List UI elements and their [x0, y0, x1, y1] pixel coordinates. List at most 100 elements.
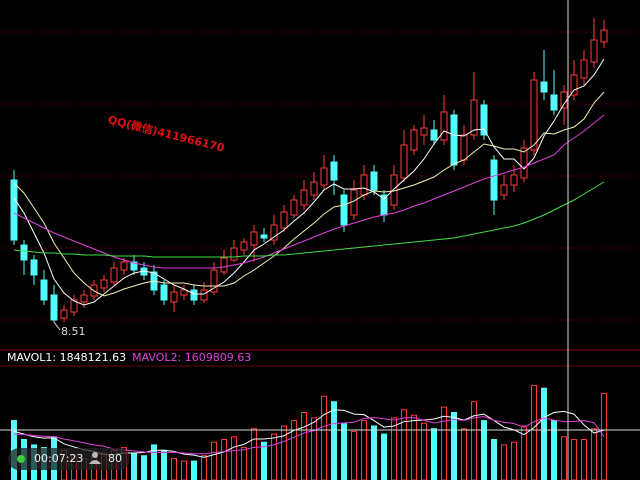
candle-body	[440, 111, 448, 141]
candle-body	[470, 99, 478, 136]
candle-body	[460, 134, 468, 161]
candle-body	[30, 259, 38, 276]
volume-bar	[251, 428, 257, 480]
candle-body	[60, 309, 68, 319]
candle-body	[570, 74, 578, 96]
candle-body	[80, 294, 88, 303]
volume-bar	[161, 449, 167, 480]
candle-body	[340, 194, 348, 226]
candle-body	[560, 91, 568, 109]
candle-body	[230, 247, 238, 261]
viewer-icon-body	[89, 460, 101, 464]
volume-bar	[191, 460, 197, 480]
candle-body	[580, 59, 588, 79]
candle-body	[130, 261, 138, 271]
candle-body	[350, 189, 358, 216]
low-label: 8.51	[61, 325, 86, 338]
candle-body	[50, 294, 58, 321]
volume-bar	[311, 417, 317, 480]
legend-entry: MAVOL2: 1609809.63	[132, 351, 251, 364]
candle-body	[280, 211, 288, 229]
candle-body	[250, 231, 258, 246]
candle-body	[260, 234, 268, 239]
low-pointer	[53, 321, 61, 331]
candle-body	[430, 129, 438, 141]
candle-body	[310, 181, 318, 196]
volume-bar	[221, 439, 227, 480]
volume-bar	[361, 420, 367, 480]
volume-bar	[131, 452, 137, 480]
candle-body	[420, 127, 428, 136]
candle-body	[520, 147, 528, 179]
candle-body	[320, 167, 328, 186]
candle-body	[360, 174, 368, 196]
volume-bar	[551, 420, 557, 480]
viewer-icon-head	[92, 452, 98, 458]
volume-bar	[201, 455, 207, 480]
volume-bar	[511, 441, 517, 480]
candle-body	[20, 244, 28, 261]
candle-body	[290, 199, 298, 216]
candle-body	[400, 144, 408, 179]
candle-body	[410, 129, 418, 151]
candle-body	[10, 179, 18, 241]
candle-body	[500, 184, 508, 196]
candle-body	[450, 114, 458, 166]
elapsed-time: 00:07:23	[34, 452, 83, 465]
volume-bar	[531, 385, 537, 480]
volume-bar	[321, 395, 327, 480]
ma-line	[13, 114, 605, 269]
volume-bar	[371, 425, 377, 480]
volume-bar	[561, 436, 567, 480]
volume-bar	[501, 444, 507, 480]
volume-bar	[491, 439, 497, 480]
volume-bar	[241, 447, 247, 480]
volume-bar	[391, 417, 397, 480]
volume-bar	[301, 412, 307, 480]
candle-body	[270, 224, 278, 241]
volume-bar	[411, 414, 417, 480]
candle-body	[190, 289, 198, 301]
candle-body	[370, 171, 378, 191]
watermark: QQ(微信)411966170	[107, 112, 227, 155]
volume-bar	[591, 428, 597, 480]
ma-line	[13, 181, 605, 258]
volume-bar	[381, 433, 387, 480]
viewer-count: 80	[108, 452, 122, 465]
candle-body	[590, 39, 598, 63]
candle-body	[180, 289, 188, 296]
candle-body	[480, 104, 488, 136]
candle-body	[240, 241, 248, 251]
candle-body	[210, 269, 218, 293]
candle-body	[120, 261, 128, 271]
legend-entry: MAVOL1: 1848121.63	[7, 351, 126, 364]
volume-bar	[401, 409, 407, 480]
volume-bar	[481, 420, 487, 480]
candle-body	[330, 161, 338, 181]
volume-bar	[341, 422, 347, 480]
volume-bar	[291, 420, 297, 480]
volume-bar	[581, 439, 587, 480]
volume-bar	[211, 441, 217, 480]
volume-legend: MAVOL1: 1848121.63 MAVOL2: 1609809.63	[7, 351, 251, 364]
volume-bar	[541, 387, 547, 480]
status-bg	[8, 448, 130, 470]
candle-body	[490, 159, 498, 201]
candle-body	[300, 189, 308, 206]
volume-bar	[281, 425, 287, 480]
volume-bar	[351, 430, 357, 480]
volume-bar	[171, 457, 177, 480]
grid	[0, 31, 640, 321]
volume-bar	[271, 433, 277, 480]
volume-bar	[601, 393, 607, 480]
volume-bar	[421, 422, 427, 480]
candle-body	[510, 174, 518, 186]
candle-body	[530, 79, 538, 151]
candle-body	[170, 291, 178, 303]
candle-body	[70, 299, 78, 313]
candle-body	[550, 94, 558, 111]
volume-bar	[461, 428, 467, 480]
volume-bar	[261, 441, 267, 480]
candle-body	[600, 29, 608, 43]
